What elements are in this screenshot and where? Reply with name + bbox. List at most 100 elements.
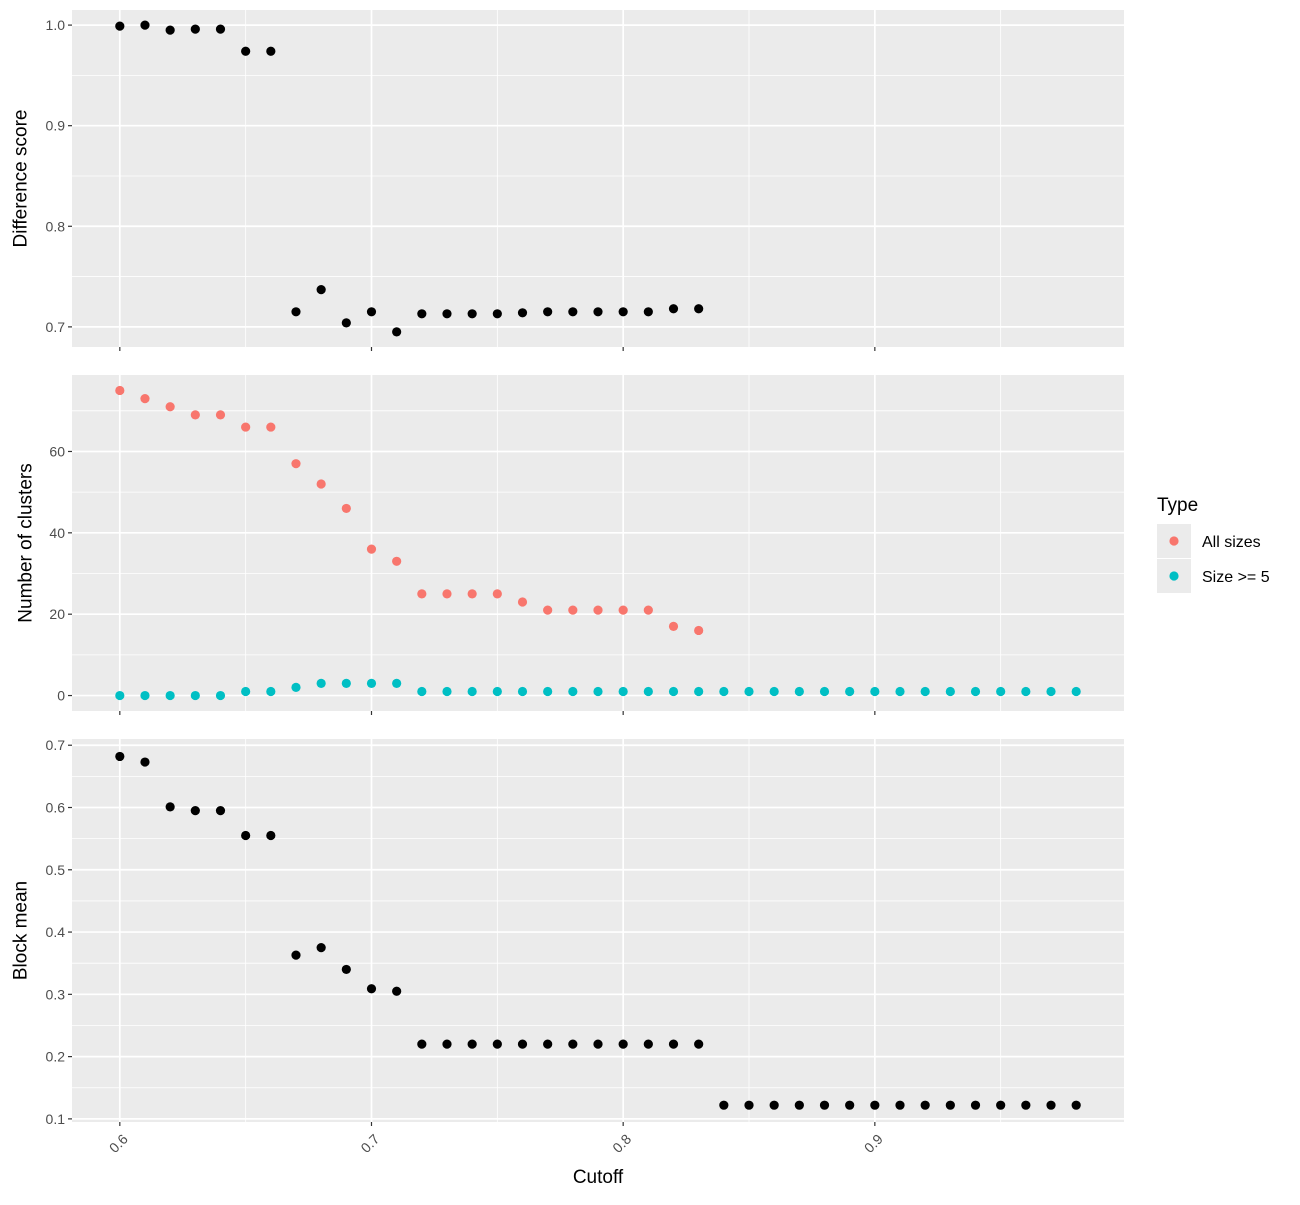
data-point [316, 678, 326, 688]
data-point [694, 625, 704, 636]
x-tick-label: 0.8 [609, 1131, 634, 1156]
series-size-5 [115, 678, 1081, 701]
legend-title: Type [1157, 495, 1198, 516]
data-point [643, 1039, 653, 1049]
data-point [643, 605, 653, 615]
data-point [492, 589, 502, 599]
data-point [694, 304, 704, 314]
y-tick-label: 0.7 [46, 737, 66, 753]
data-point [694, 1039, 704, 1049]
data-point [492, 309, 502, 319]
y-tick-label: 0 [57, 688, 65, 704]
data-point [794, 686, 804, 697]
data-point [165, 690, 175, 701]
y-tick-label: 60 [49, 443, 65, 459]
data-point [165, 402, 175, 412]
data-point [266, 46, 276, 56]
data-point [593, 307, 603, 317]
data-point [417, 589, 427, 599]
data-point [266, 422, 276, 432]
data-point [140, 690, 150, 701]
data-point [190, 24, 200, 34]
data-point [945, 1100, 955, 1110]
data-point [392, 986, 402, 996]
data-point [845, 1100, 855, 1110]
data-point [568, 307, 578, 317]
y-tick-label: 0.6 [46, 800, 66, 816]
data-point [442, 686, 452, 697]
data-point [668, 686, 679, 697]
data-point [140, 20, 150, 30]
data-point [618, 605, 628, 615]
data-point [241, 830, 251, 841]
data-point [543, 686, 553, 697]
data-point [819, 1100, 830, 1110]
data-point [190, 806, 200, 816]
data-point [794, 1100, 804, 1110]
panel-3: 0.1 0.2 0.3 0.4 0.5 0.6 0.7 0.6 0.7 0.8 0.9 Block m… [11, 737, 1124, 1188]
data-point [1021, 1100, 1031, 1110]
data-point [442, 309, 452, 319]
data-point [341, 678, 351, 688]
y-tick-label: 0.8 [46, 218, 66, 234]
data-point [366, 984, 377, 994]
series-all-sizes [115, 385, 704, 636]
data-point [316, 479, 326, 489]
data-point [366, 544, 377, 554]
y-axis-title: Block mean [11, 881, 32, 980]
legend-label: Size >= 5 [1202, 569, 1270, 586]
data-point [694, 686, 704, 697]
data-point [115, 751, 125, 762]
data-point [115, 690, 125, 701]
data-point [392, 556, 402, 566]
y-tick-label: 20 [49, 606, 65, 622]
y-tick-label: 40 [49, 525, 65, 541]
y-tick-label: 0.3 [46, 986, 66, 1002]
y-tick-label: 1.0 [46, 17, 66, 33]
data-point [165, 802, 175, 812]
data-point [744, 686, 754, 697]
panel-2: 0 20 40 60 Number of clusters [16, 375, 1124, 715]
series-1 [115, 751, 1081, 1110]
x-tick-label: 0.9 [861, 1131, 886, 1156]
data-point [945, 686, 955, 697]
data-point [291, 459, 301, 469]
data-point [241, 46, 251, 56]
panel-1: 0.7 0.8 0.9 1.0 Difference score [11, 10, 1124, 351]
data-point [467, 589, 477, 599]
x-tick-label: 0.7 [357, 1131, 382, 1156]
data-point [568, 686, 578, 697]
data-point [341, 318, 351, 328]
data-point [719, 686, 729, 697]
data-point [668, 621, 679, 631]
data-point [744, 1100, 754, 1110]
legend-label: All sizes [1202, 534, 1261, 551]
data-point [366, 678, 377, 688]
data-point [291, 307, 301, 317]
data-point [920, 686, 930, 697]
data-point [643, 307, 653, 317]
data-point [417, 1039, 427, 1049]
data-point [568, 1039, 578, 1049]
data-point [568, 605, 578, 615]
y-tick-label: 0.1 [46, 1111, 66, 1127]
y-tick-label: 0.4 [46, 924, 66, 940]
y-tick-label: 0.2 [46, 1049, 66, 1065]
data-point [266, 830, 276, 841]
y-tick-label: 0.5 [46, 862, 66, 878]
data-point [543, 605, 553, 615]
data-point [165, 25, 175, 35]
data-point [618, 686, 628, 697]
y-axis-title: Difference score [11, 110, 32, 248]
data-point [467, 1039, 477, 1049]
data-point [895, 686, 905, 697]
data-point [316, 943, 326, 953]
data-point [895, 1100, 905, 1110]
data-point [341, 964, 351, 975]
data-point [819, 686, 830, 697]
data-point [870, 1100, 880, 1110]
data-point [467, 309, 477, 319]
data-point [392, 327, 402, 337]
